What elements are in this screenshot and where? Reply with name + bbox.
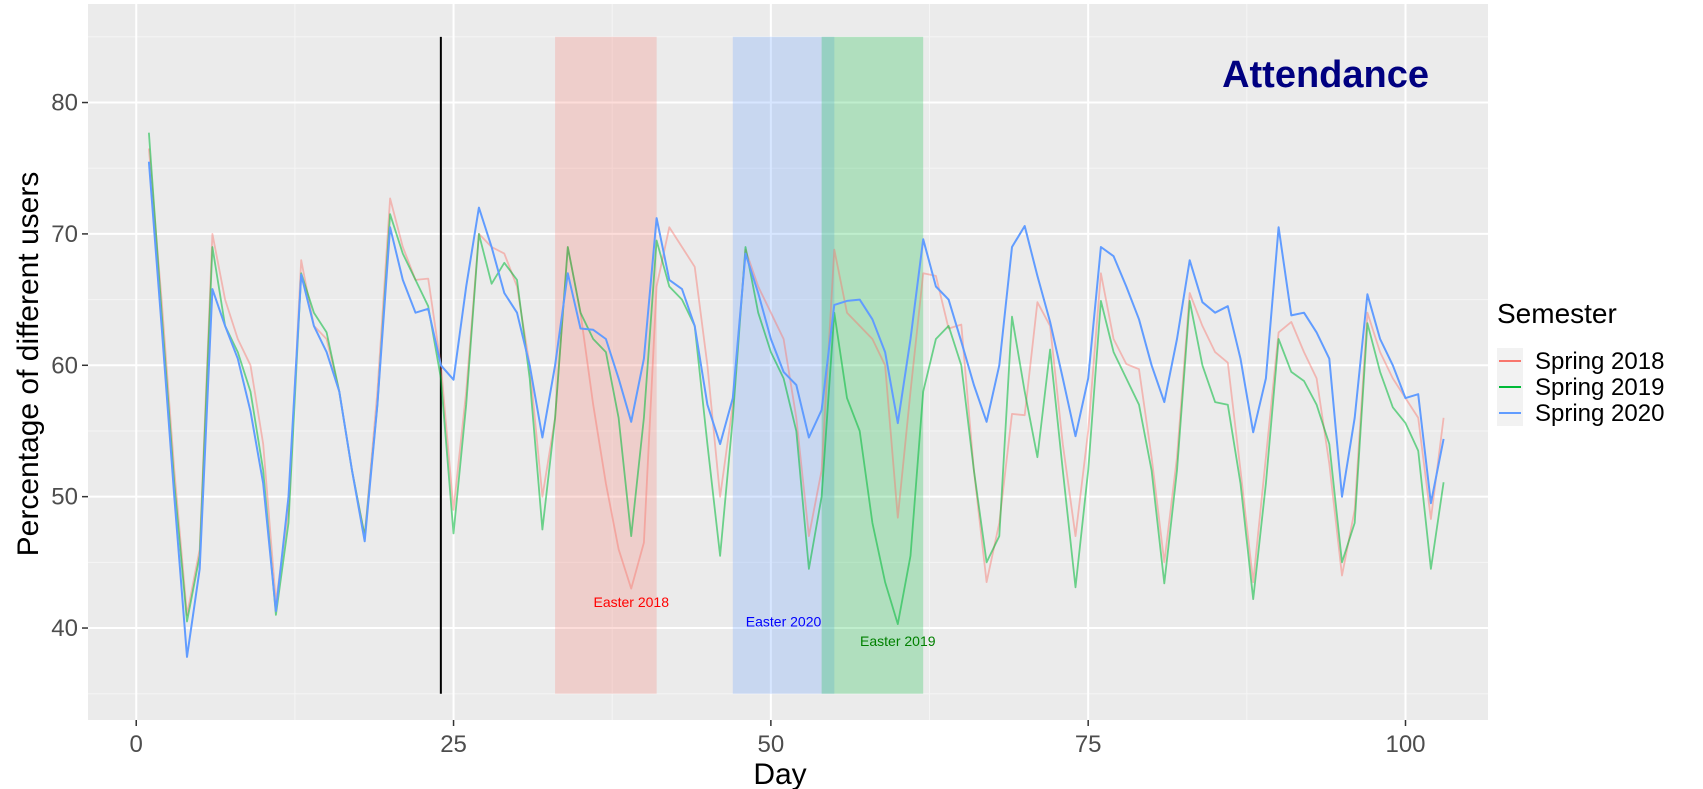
y-tick-label: 50 <box>51 484 78 511</box>
easter-band-labels: Easter 2018 Easter 2020 Easter 2019 <box>593 594 935 649</box>
grid-major <box>88 4 1488 720</box>
y-tick-label: 60 <box>51 352 78 379</box>
easter-band-0 <box>555 36 657 694</box>
easter-band-2 <box>821 36 924 694</box>
y-tick-label: 40 <box>51 615 78 642</box>
x-tick-label: 75 <box>1075 731 1102 758</box>
y-tick-label: 70 <box>51 221 78 248</box>
easter-band-1 <box>732 36 835 694</box>
y-axis-ticks: 40 50 60 70 80 <box>51 90 88 642</box>
easter-bands <box>555 36 924 694</box>
easter-band-label-2: Easter 2019 <box>860 633 936 649</box>
x-axis-ticks: 0 25 50 75 100 <box>130 720 1426 758</box>
easter-band-label-1: Easter 2020 <box>746 613 822 629</box>
series-lines <box>147 132 1445 658</box>
legend-label-1: Spring 2019 <box>1535 374 1664 401</box>
x-tick-label: 50 <box>758 731 785 758</box>
x-tick-label: 100 <box>1385 731 1425 758</box>
legend-label-0: Spring 2018 <box>1535 348 1664 375</box>
plot-panel <box>88 4 1488 720</box>
legend-title: Semester <box>1497 298 1617 329</box>
x-tick-label: 0 <box>130 731 143 758</box>
easter-band-label-0: Easter 2018 <box>593 594 669 610</box>
series-line-spring-2020 <box>147 161 1445 658</box>
legend-label-2: Spring 2020 <box>1535 400 1664 427</box>
y-axis-title: Percentage of different users <box>12 172 45 557</box>
y-tick-label: 80 <box>51 90 78 117</box>
x-tick-label: 25 <box>440 731 467 758</box>
chart-title: Attendance <box>1222 54 1429 96</box>
x-axis-title: Day <box>753 758 806 789</box>
